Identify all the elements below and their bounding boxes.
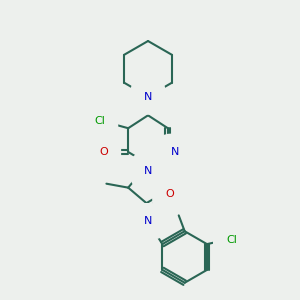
Text: N: N	[144, 216, 152, 226]
Text: Cl: Cl	[226, 235, 237, 245]
Text: N: N	[144, 166, 152, 176]
Text: N: N	[171, 147, 179, 157]
Text: N: N	[144, 92, 152, 101]
Text: O: O	[99, 147, 108, 157]
Text: Cl: Cl	[94, 116, 105, 126]
Text: O: O	[165, 189, 174, 199]
Text: H: H	[134, 216, 142, 226]
